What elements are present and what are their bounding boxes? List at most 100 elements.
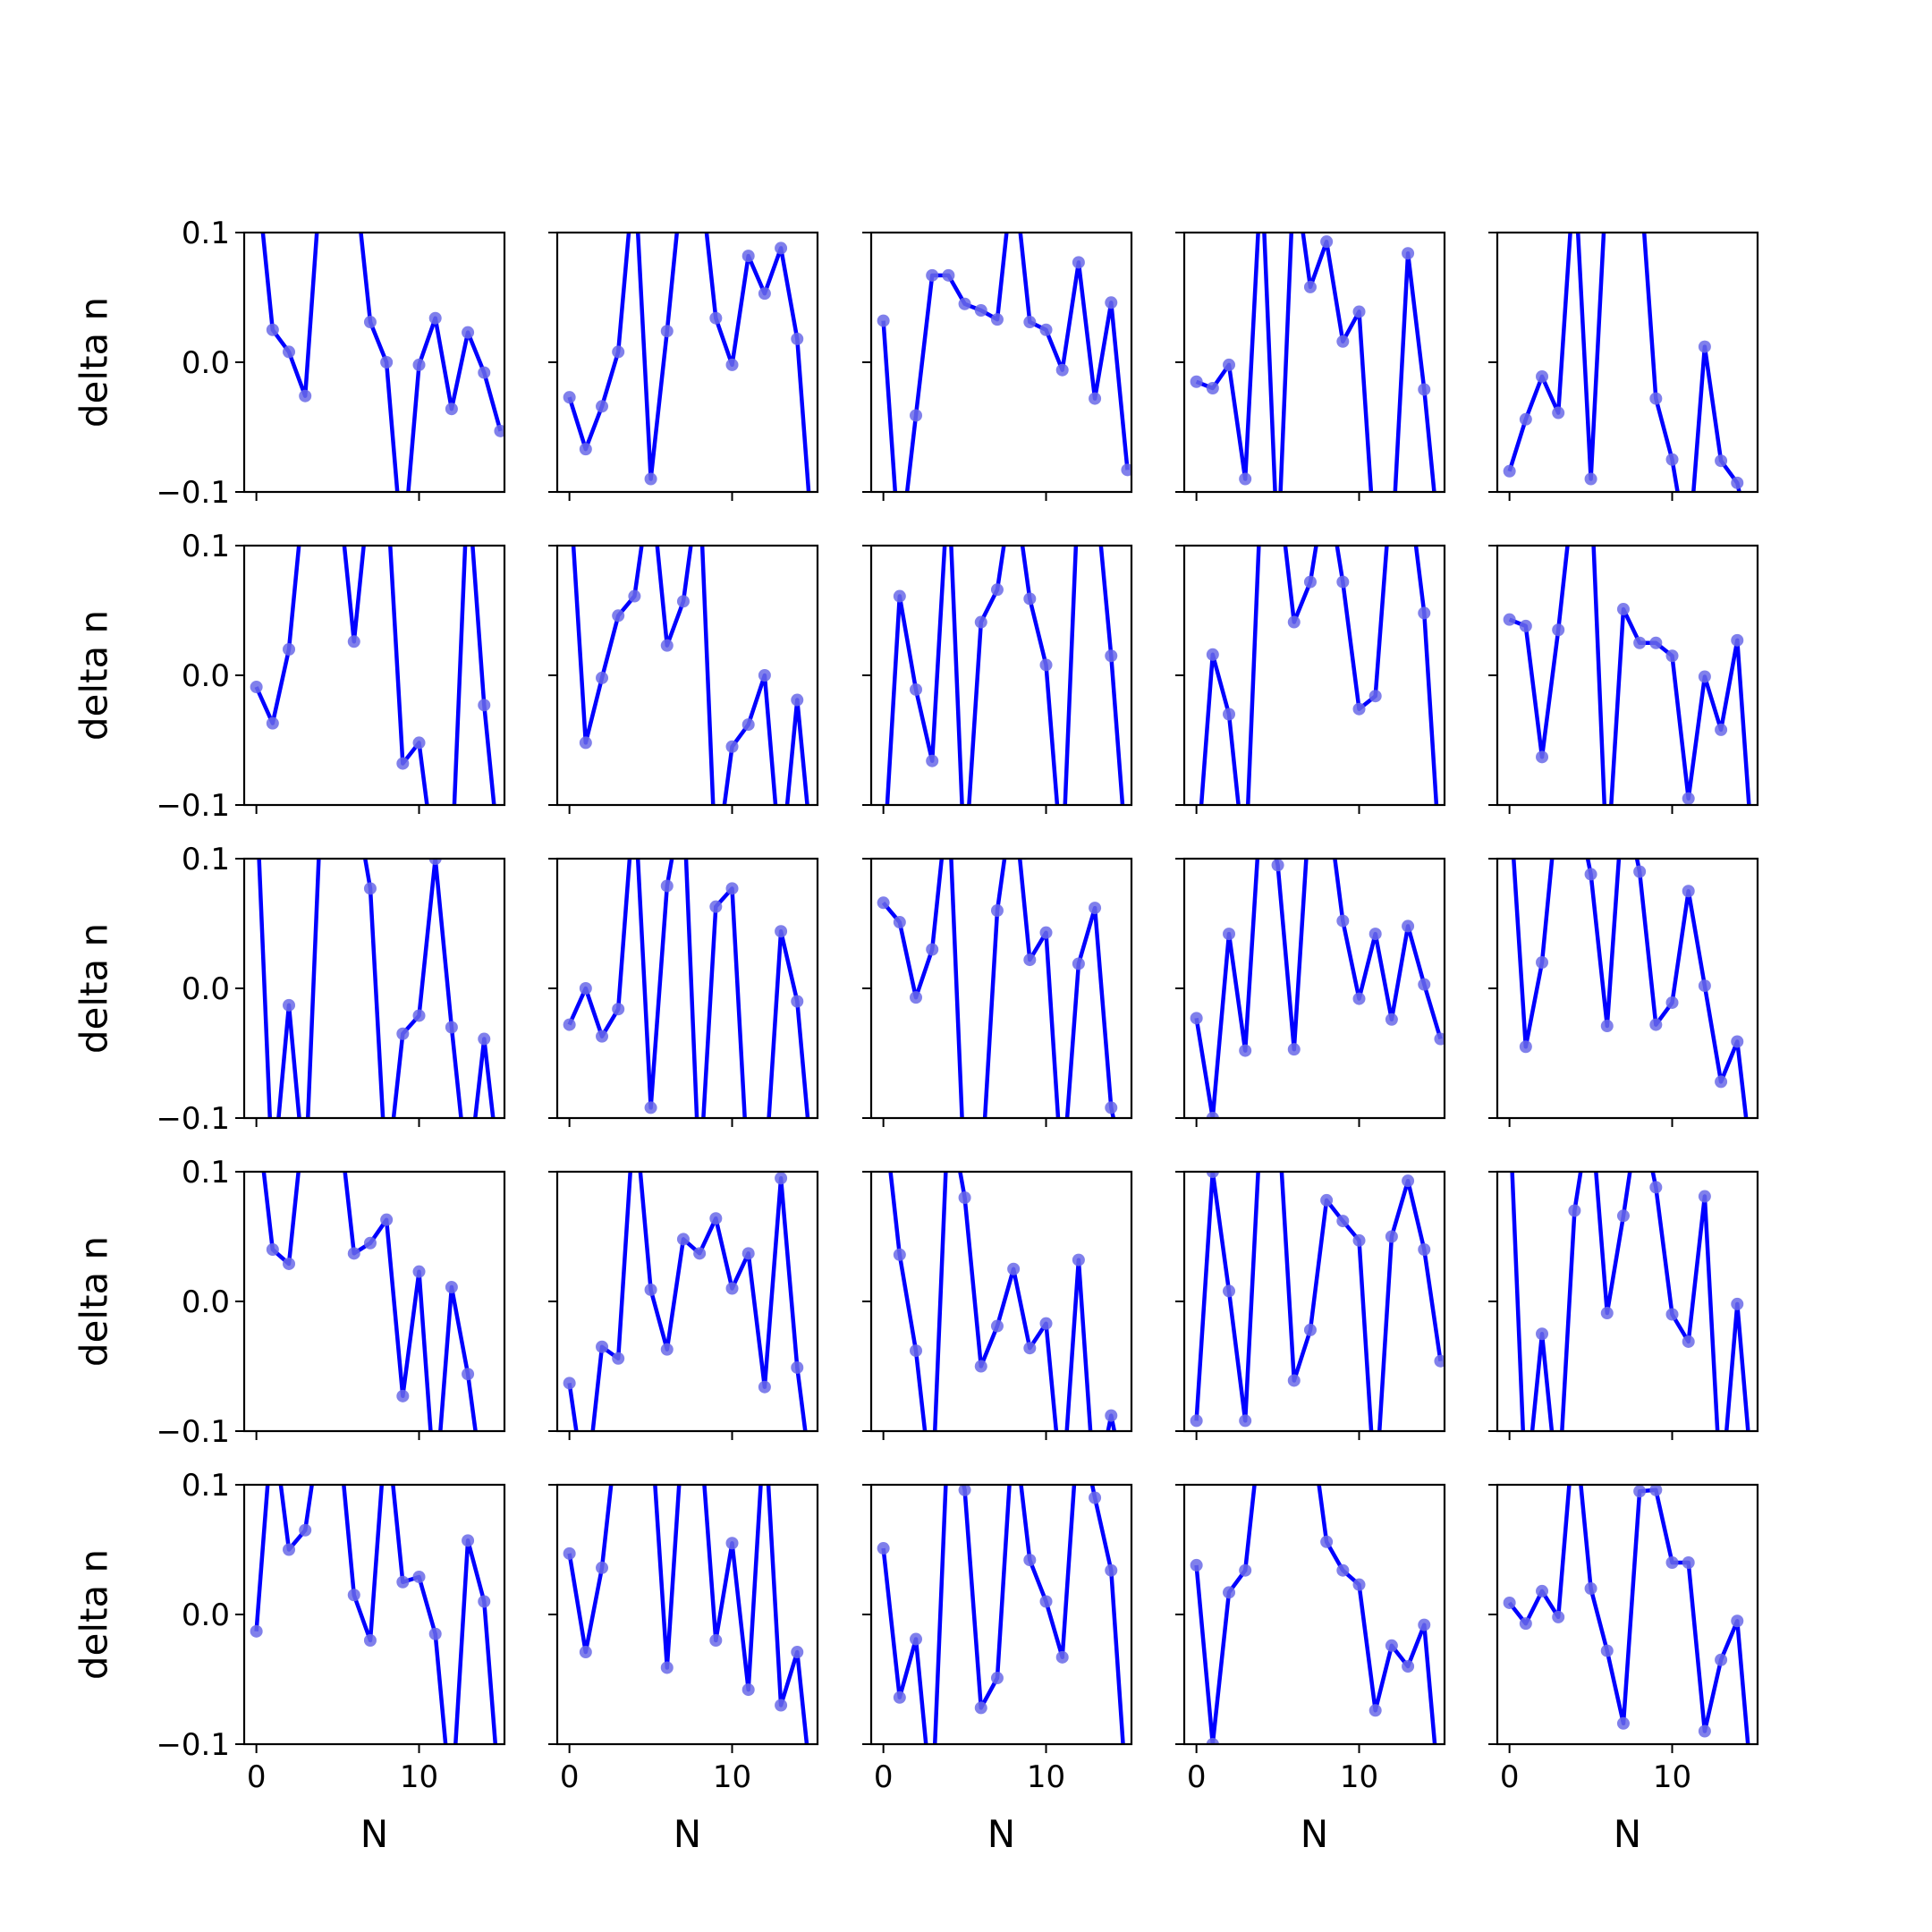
data-point (1519, 1040, 1532, 1054)
data-point (1633, 865, 1647, 878)
data-point (1007, 162, 1020, 174)
data-point (396, 1389, 410, 1402)
subplot-r1-c2 (548, 162, 819, 501)
data-layer (563, 162, 811, 492)
data-point (990, 1672, 1004, 1685)
data-point (612, 1352, 625, 1365)
data-point (1600, 1020, 1614, 1033)
data-point (725, 882, 739, 895)
data-point (1698, 979, 1711, 993)
data-point (380, 1213, 394, 1226)
y-axis-label: delta n (72, 923, 116, 1054)
data-point (725, 1282, 739, 1295)
data-layer (888, 1172, 1118, 1431)
series-line (1512, 859, 1749, 1118)
data-layer (257, 788, 496, 1118)
subplot-r3-c5 (1488, 857, 1759, 1127)
data-layer (1190, 788, 1445, 1118)
y-tick-label: −0.1 (156, 1414, 230, 1450)
data-point (775, 925, 788, 938)
data-point (877, 896, 890, 910)
data-point (478, 1490, 490, 1503)
data-point (1715, 1490, 1727, 1503)
data-point (1190, 375, 1203, 388)
data-point (1023, 592, 1037, 606)
data-point (1503, 1596, 1516, 1609)
data-point (1288, 162, 1301, 174)
subplot-r2-c2 (548, 544, 819, 877)
data-point (1568, 1204, 1581, 1217)
x-tick-label: 10 (400, 1759, 438, 1795)
data-point (677, 788, 690, 801)
data-point (1072, 957, 1085, 970)
data-point (1600, 1644, 1614, 1657)
data-point (926, 268, 939, 282)
data-point (1223, 928, 1236, 941)
data-point (990, 1319, 1004, 1333)
data-point (596, 1561, 609, 1574)
data-point (596, 1030, 609, 1043)
data-point (1303, 1323, 1317, 1336)
data-point (1649, 1181, 1663, 1194)
data-point (1552, 1610, 1565, 1623)
data-point (283, 998, 296, 1012)
subplot-r4-c4 (1175, 1170, 1446, 1440)
data-point (1369, 551, 1382, 564)
subplot-r4-c1: −0.1 0.0 0.1 delta n (72, 1155, 506, 1503)
data-point (1255, 162, 1267, 174)
data-point (1255, 788, 1267, 801)
data-point (1402, 475, 1414, 487)
data-point (1633, 636, 1647, 649)
data-point (1352, 1233, 1366, 1247)
data-point (894, 551, 906, 564)
data-point (1023, 953, 1037, 967)
data-point (250, 162, 263, 174)
data-point (1616, 603, 1630, 616)
y-tick-label: −0.1 (156, 475, 230, 511)
data-point (693, 1414, 706, 1427)
data-point (445, 1281, 458, 1294)
axes-frame (555, 231, 819, 494)
data-point (910, 1632, 923, 1646)
data-point (709, 864, 722, 877)
data-point (494, 1803, 506, 1816)
data-point (612, 345, 625, 359)
y-tick-label: 0.0 (182, 971, 230, 1007)
data-point (709, 1634, 723, 1647)
data-point (1568, 162, 1580, 174)
subplot-r3-c2 (548, 788, 819, 1190)
data-point (462, 1534, 475, 1547)
data-point (266, 716, 279, 730)
axes-frame (242, 1170, 506, 1433)
subplot-r3-c3 (862, 857, 1133, 1127)
data-point (677, 162, 690, 174)
data-point (266, 1243, 279, 1256)
data-layer (563, 788, 810, 1190)
data-point (1715, 454, 1728, 468)
y-tick-label: −0.1 (156, 1727, 230, 1763)
data-point (348, 788, 360, 801)
data-point (1698, 340, 1711, 353)
data-point (693, 1177, 706, 1190)
subplot-r3-c4 (1175, 788, 1446, 1127)
data-point (1287, 1043, 1301, 1056)
series-line (1195, 233, 1436, 492)
data-point (660, 325, 674, 338)
data-point (758, 1380, 771, 1394)
subplot-r2-c1: −0.1 0.0 0.1 delta n (72, 529, 506, 824)
data-point (1665, 453, 1679, 466)
data-point (1288, 1414, 1301, 1427)
data-point (579, 1646, 592, 1659)
data-point (791, 1646, 804, 1659)
data-point (791, 1360, 804, 1374)
data-point (1601, 162, 1614, 174)
data-point (380, 356, 394, 369)
data-point (645, 1414, 657, 1427)
data-layer (250, 1485, 506, 1816)
data-point (1665, 1556, 1679, 1569)
data-layer (1190, 1414, 1437, 1744)
y-tick-label: −0.1 (156, 788, 230, 824)
data-point (579, 443, 592, 456)
data-point (1255, 1414, 1267, 1427)
x-axis-label: N (1301, 1812, 1328, 1856)
